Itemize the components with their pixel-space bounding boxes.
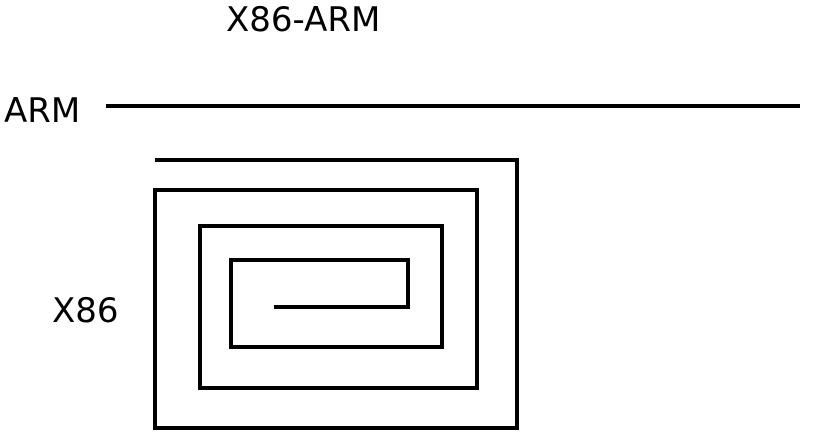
diagram-title: X86-ARM <box>226 0 381 40</box>
arm-label: ARM <box>4 91 81 131</box>
x86-label: X86 <box>52 291 119 331</box>
x86-spiral <box>153 158 519 430</box>
